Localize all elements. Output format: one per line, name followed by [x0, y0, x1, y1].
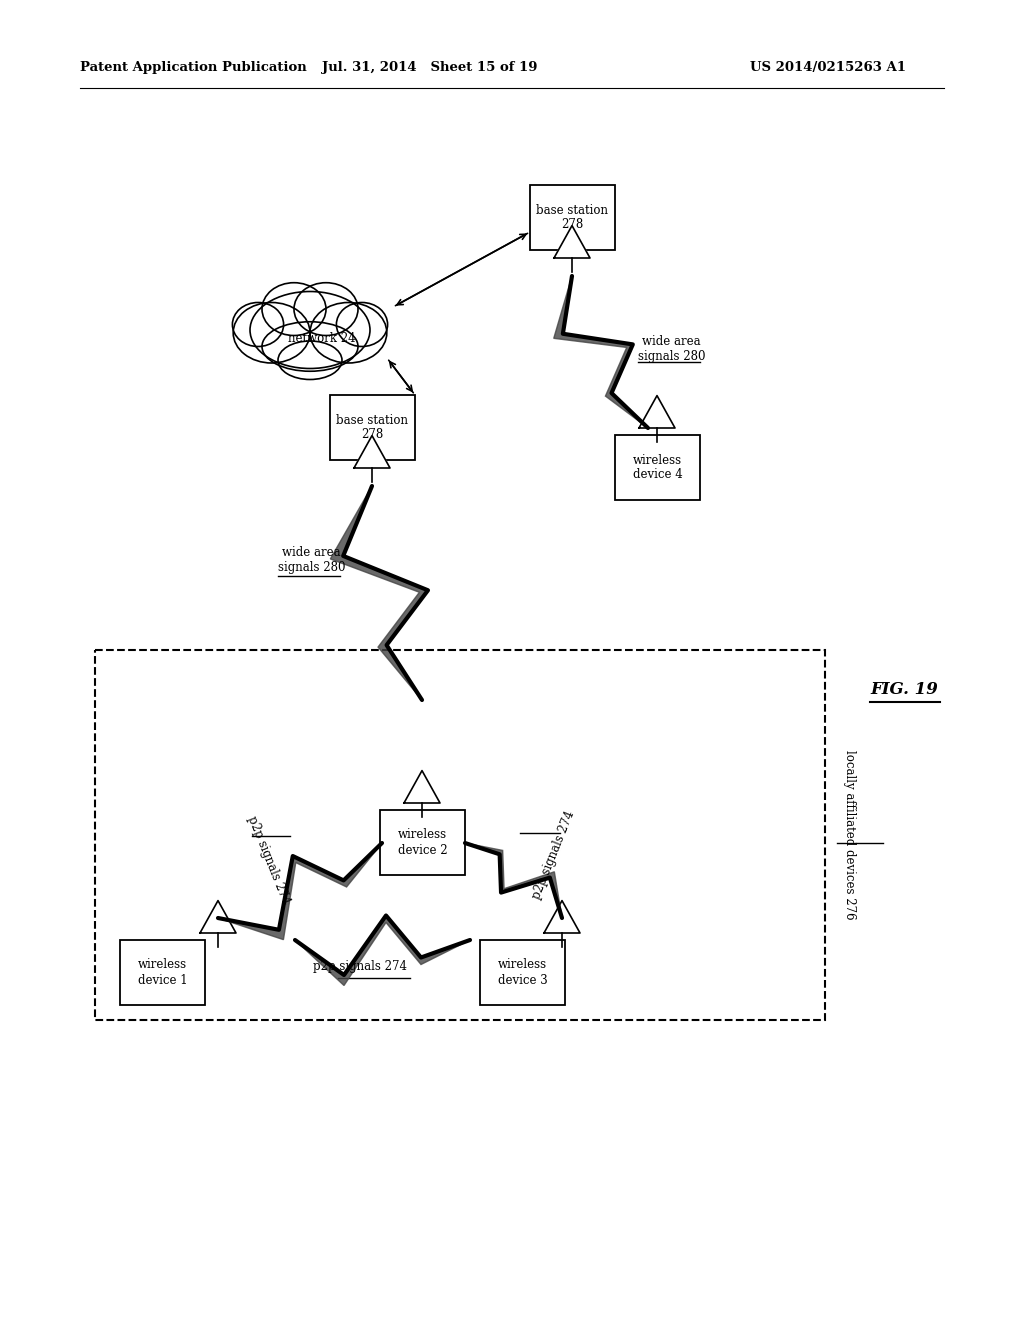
Bar [380, 810, 465, 875]
Ellipse shape [232, 302, 284, 346]
Text: base station
278: base station 278 [537, 203, 608, 231]
Ellipse shape [337, 302, 388, 346]
Text: wide area
signals 280: wide area signals 280 [638, 335, 706, 363]
Text: base station
278: base station 278 [337, 413, 409, 441]
Polygon shape [544, 900, 580, 933]
Text: Patent Application Publication: Patent Application Publication [80, 62, 307, 74]
Text: network 24: network 24 [288, 331, 355, 345]
Ellipse shape [310, 302, 387, 363]
Polygon shape [200, 900, 236, 933]
Bar [615, 436, 700, 500]
Polygon shape [639, 396, 675, 428]
Bar [330, 395, 415, 459]
Ellipse shape [262, 322, 358, 371]
Bar [530, 185, 615, 249]
Ellipse shape [294, 282, 358, 335]
Text: p2p signals 274: p2p signals 274 [530, 809, 578, 902]
Polygon shape [554, 276, 648, 428]
Bar [95, 649, 825, 1020]
Bar [120, 940, 205, 1005]
Text: wireless
device 4: wireless device 4 [633, 454, 682, 482]
Polygon shape [554, 226, 590, 257]
Bar [480, 940, 565, 1005]
Polygon shape [465, 843, 562, 917]
Text: p2p signals 274: p2p signals 274 [313, 960, 407, 973]
Text: Jul. 31, 2014   Sheet 15 of 19: Jul. 31, 2014 Sheet 15 of 19 [323, 62, 538, 74]
Polygon shape [354, 436, 390, 469]
Ellipse shape [233, 302, 310, 363]
Text: wireless
device 2: wireless device 2 [397, 829, 447, 857]
Polygon shape [331, 486, 428, 700]
Ellipse shape [278, 341, 342, 380]
Polygon shape [295, 916, 470, 986]
Text: FIG. 19: FIG. 19 [870, 681, 938, 698]
Text: locally affiliated devices 276: locally affiliated devices 276 [843, 750, 856, 920]
Text: p2p signals 274: p2p signals 274 [245, 814, 292, 906]
Text: US 2014/0215263 A1: US 2014/0215263 A1 [750, 62, 906, 74]
Ellipse shape [250, 292, 370, 368]
Ellipse shape [262, 282, 326, 335]
Polygon shape [218, 843, 382, 940]
Polygon shape [404, 771, 440, 803]
Text: wireless
device 3: wireless device 3 [498, 958, 548, 986]
Text: wireless
device 1: wireless device 1 [137, 958, 187, 986]
Text: wide area
signals 280: wide area signals 280 [278, 546, 345, 574]
